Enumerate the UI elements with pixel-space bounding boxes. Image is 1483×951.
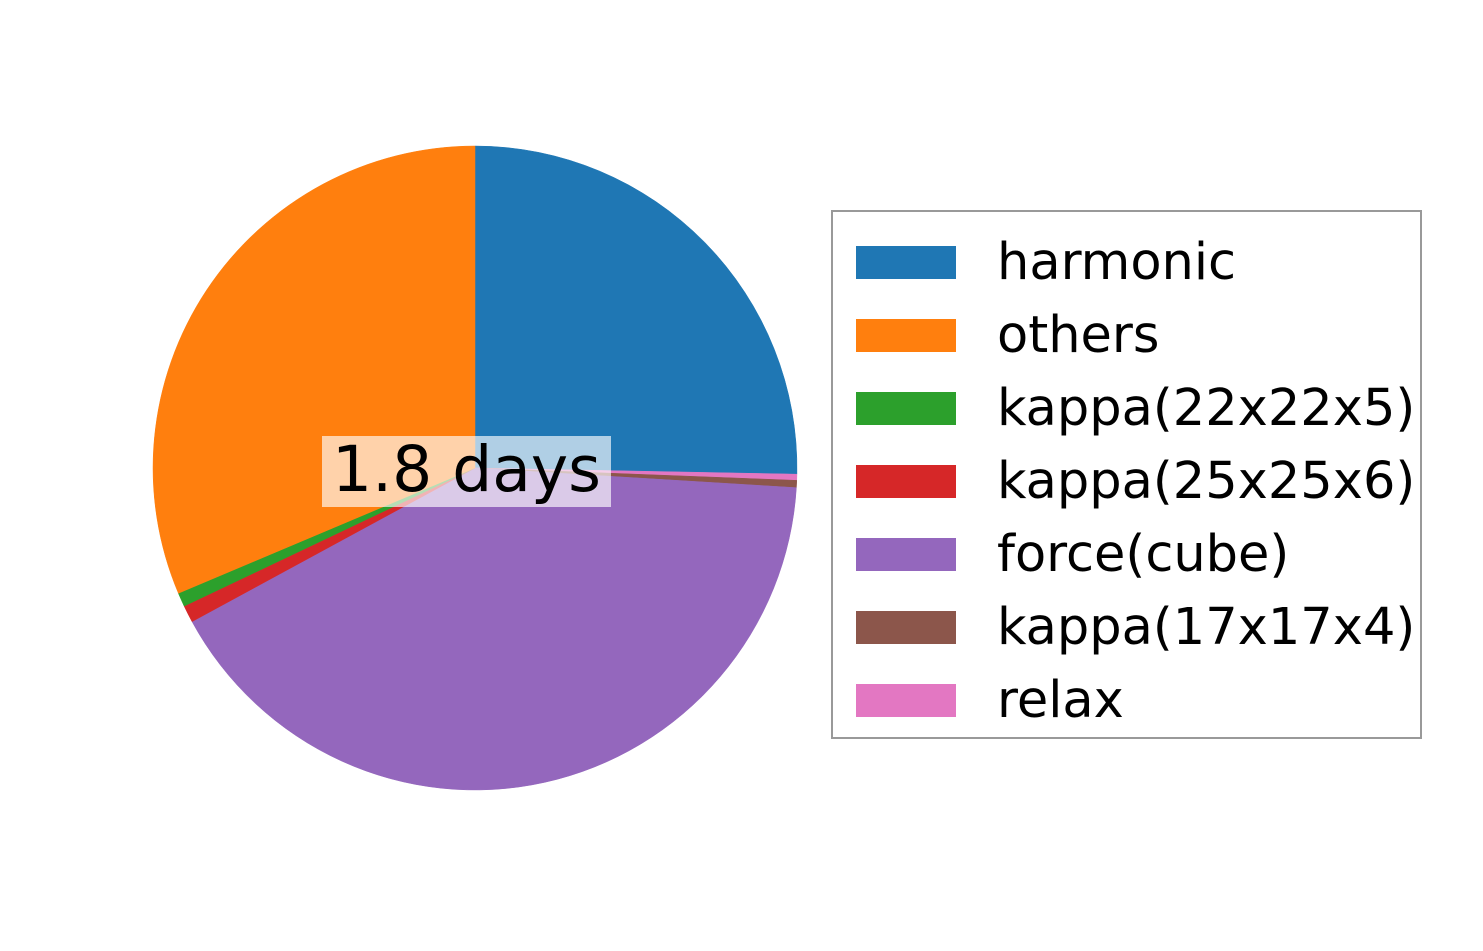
legend-item[interactable]: kappa(22x22x5) (833, 372, 1420, 445)
legend-item-list: harmonic others kappa(22x22x5) kappa(25x25x… (833, 212, 1420, 737)
legend-item-label: relax (997, 671, 1124, 730)
pie-slice-forcecube[interactable] (191, 467, 797, 791)
legend-item-label: force(cube) (997, 525, 1290, 584)
legend-color-swatch (856, 684, 956, 717)
legend-box: harmonic others kappa(22x22x5) kappa(25x25x… (831, 210, 1422, 739)
legend-color-swatch (856, 538, 956, 571)
legend-color-swatch (856, 611, 956, 644)
legend-item[interactable]: kappa(25x25x6) (833, 445, 1420, 518)
legend-color-swatch (856, 319, 956, 352)
legend-item[interactable]: force(cube) (833, 518, 1420, 591)
legend-color-swatch (856, 246, 956, 279)
legend-color-swatch (856, 465, 956, 498)
legend-color-swatch (856, 392, 956, 425)
legend-item[interactable]: others (833, 299, 1420, 372)
legend-item-label: kappa(17x17x4) (997, 598, 1416, 657)
legend-item[interactable]: relax (833, 664, 1420, 737)
pie-slice-harmonic[interactable] (474, 145, 798, 475)
legend-item-label: others (997, 306, 1160, 365)
legend-item-label: kappa(25x25x6) (997, 452, 1416, 511)
legend-item-label: kappa(22x22x5) (997, 379, 1416, 438)
pie-center-label: 1.8 days (322, 436, 611, 507)
legend-item-label: harmonic (997, 233, 1237, 292)
legend-item[interactable]: harmonic (833, 226, 1420, 299)
pie-slice-group (152, 145, 798, 791)
legend-item[interactable]: kappa(17x17x4) (833, 591, 1420, 664)
